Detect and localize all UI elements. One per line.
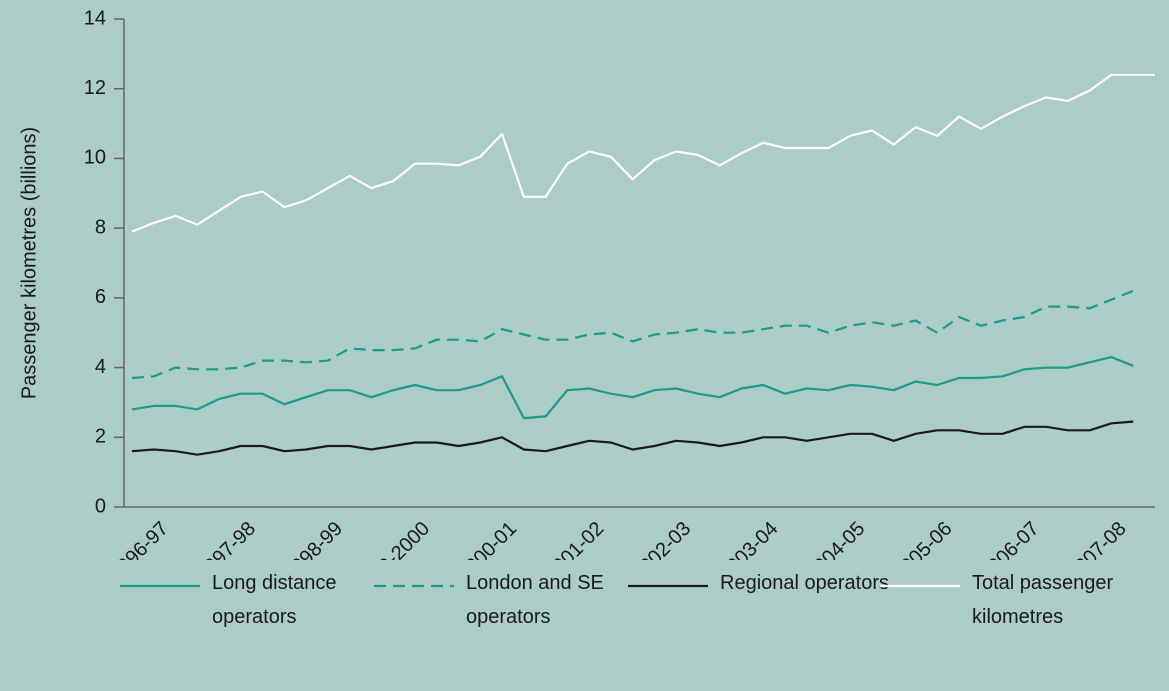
y-tick-label: 10 bbox=[84, 147, 106, 169]
y-tick-label: 4 bbox=[95, 356, 106, 378]
x-tick-label: 2004-05 bbox=[802, 518, 869, 560]
legend-swatch bbox=[374, 584, 454, 588]
x-tick-label: 2003-04 bbox=[715, 518, 782, 560]
series-line bbox=[131, 420, 1134, 456]
legend-label: Total passenger kilometres bbox=[972, 572, 1114, 628]
y-axis-title: Passenger kilometres (billions) bbox=[18, 127, 40, 399]
legend-swatch bbox=[880, 584, 960, 588]
y-tick-label: 0 bbox=[95, 495, 106, 517]
legend-label: Regional operators bbox=[720, 572, 889, 594]
x-tick-label: 2001-02 bbox=[541, 518, 608, 560]
y-tick-label: 8 bbox=[95, 216, 106, 238]
series-line bbox=[131, 73, 1155, 233]
x-tick-label: 2007-08 bbox=[1063, 518, 1130, 560]
legend-label: London and SE operators bbox=[466, 572, 604, 628]
x-tick-label: 2006-07 bbox=[976, 518, 1043, 560]
x-tick-label: 2002-03 bbox=[628, 518, 695, 560]
y-tick-label: 2 bbox=[95, 426, 106, 448]
chart: Passenger kilometres (billions) 0 2 4 6 8 10 1… bbox=[18, 7, 1155, 560]
series-line bbox=[131, 289, 1134, 380]
x-tick-label: 1996-97 bbox=[105, 518, 172, 560]
y-tick-label: 14 bbox=[84, 7, 106, 29]
x-tick-label: 1997-98 bbox=[193, 518, 260, 560]
x-tick-label: 1999-2000 bbox=[351, 518, 434, 560]
y-tick-label: 6 bbox=[95, 286, 106, 308]
x-tick-label: 1998-99 bbox=[280, 518, 347, 560]
legend-swatch bbox=[628, 584, 708, 588]
y-tick-label: 12 bbox=[84, 77, 106, 99]
series-line bbox=[131, 356, 1134, 420]
x-tick-label: 2005-06 bbox=[889, 518, 956, 560]
x-tick-label: 2000-01 bbox=[454, 518, 521, 560]
legend-swatch bbox=[120, 584, 200, 588]
legend-label: Long distance operators bbox=[212, 572, 337, 628]
